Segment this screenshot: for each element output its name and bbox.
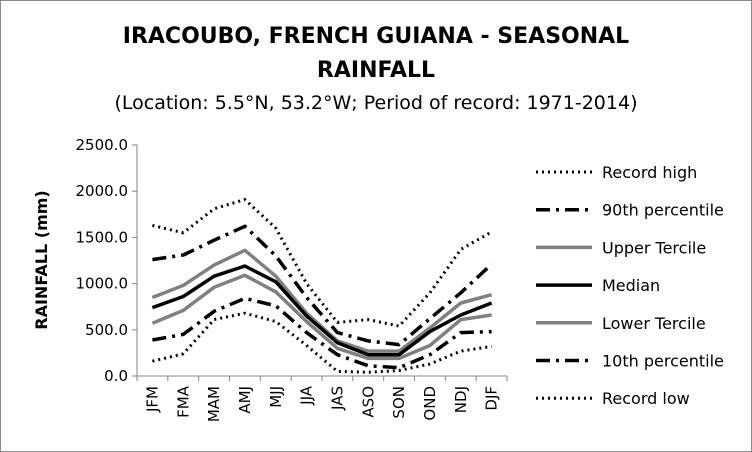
x-tick-label: JFM <box>143 386 161 413</box>
legend-label-1: 90th percentile <box>602 201 724 220</box>
legend-label-4: Lower Tercile <box>602 314 706 333</box>
legend-label-5: 10th percentile <box>602 352 724 371</box>
legend-label-2: Upper Tercile <box>602 238 706 257</box>
x-tick-label: MAM <box>205 386 223 422</box>
y-tick-label: 2000.0 <box>76 182 129 200</box>
legend-label-3: Median <box>602 276 660 295</box>
series-line-4 <box>151 273 492 361</box>
legend-label-0: Record high <box>602 163 697 182</box>
y-tick-label: 0.0 <box>104 367 128 385</box>
y-tick-label: 1500.0 <box>76 228 129 246</box>
x-tick-label: SON <box>390 386 408 419</box>
chart-title-line-1: IRACOUBO, FRENCH GUIANA - SEASONAL <box>122 24 630 49</box>
chart-subtitle: (Location: 5.5°N, 53.2°W; Period of reco… <box>114 92 638 114</box>
series-lines <box>151 198 493 374</box>
y-tick-label: 1000.0 <box>76 275 129 293</box>
x-tick-label: JJA <box>298 385 316 406</box>
x-tick-label: FMA <box>174 385 192 418</box>
series-line-3 <box>151 264 493 357</box>
y-tick-label: 500.0 <box>85 321 128 339</box>
x-tick-label: DJF <box>483 386 501 411</box>
legend-label-6: Record low <box>602 389 690 408</box>
y-tick-label: 2500.0 <box>76 136 129 154</box>
x-tick-label: OND <box>421 386 439 421</box>
series-line-0 <box>152 198 493 328</box>
chart-title-line-2: RAINFALL <box>316 58 436 83</box>
x-tick-label: MJJ <box>267 386 285 408</box>
series-line-6 <box>152 311 492 374</box>
tick-labels: 0.0 500.0 1000.0 1500.0 2000.0 2500.0 JFM FMA MA… <box>76 136 501 422</box>
series-line-1 <box>152 224 493 347</box>
x-tick-label: AMJ <box>236 386 254 414</box>
series-line-5 <box>152 296 492 370</box>
y-axis-label: RAINFALL (mm) <box>32 190 51 329</box>
x-tick-label: NDJ <box>452 386 470 413</box>
x-tick-label: JAS <box>328 386 346 411</box>
legend: Record high 90th percentile Upper Tercile M… <box>536 163 724 408</box>
x-tick-label: ASO <box>359 386 377 418</box>
axes <box>132 144 508 381</box>
